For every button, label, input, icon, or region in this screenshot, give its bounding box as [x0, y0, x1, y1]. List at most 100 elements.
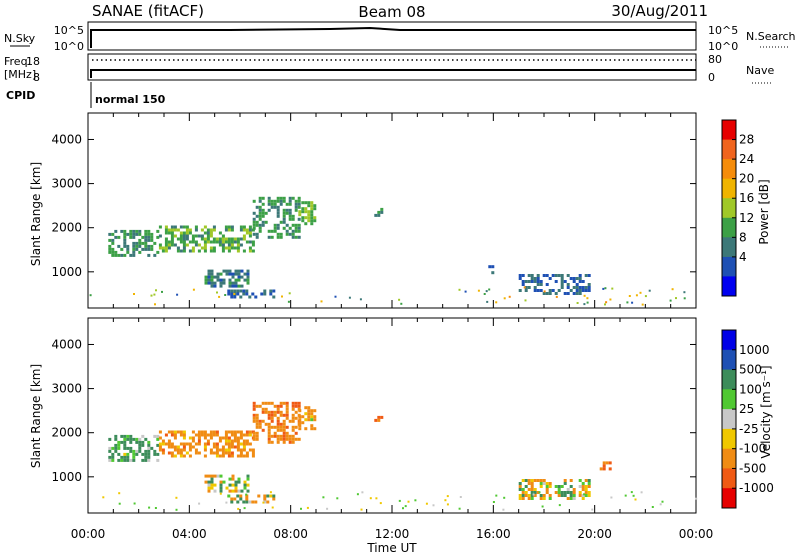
- data-cell: [203, 454, 207, 458]
- data-cell: [236, 246, 240, 250]
- data-cell: [285, 202, 289, 206]
- data-cell: [262, 501, 265, 504]
- data-cell: [258, 211, 262, 215]
- data-cell: [291, 229, 295, 233]
- data-cell: [123, 443, 127, 447]
- data-cell: [191, 436, 195, 440]
- data-cell: [185, 237, 189, 241]
- data-cell: [245, 430, 249, 434]
- colorbar-swatch: [722, 139, 736, 160]
- data-cell: [246, 275, 250, 279]
- data-cell: [294, 235, 298, 239]
- data-cell: [108, 437, 112, 441]
- data-cell: [167, 243, 171, 247]
- data-cell: [230, 430, 234, 434]
- data-cell: [548, 277, 552, 280]
- data-cell: [581, 286, 585, 289]
- data-cell: [141, 434, 145, 438]
- data-cell: [167, 451, 171, 455]
- data-cell: [288, 226, 292, 230]
- data-cell: [557, 494, 561, 497]
- data-cell: [170, 433, 174, 437]
- data-cell: [288, 199, 292, 203]
- data-cell: [291, 401, 295, 405]
- data-cell: [150, 235, 154, 239]
- data-cell: [255, 431, 259, 435]
- data-cell: [175, 496, 178, 499]
- data-cell: [221, 454, 225, 458]
- data-cell: [203, 445, 207, 449]
- data-cell: [212, 451, 216, 455]
- data-cell: [272, 289, 276, 293]
- data-cell: [282, 428, 286, 432]
- data-cell: [129, 235, 133, 239]
- data-cell: [227, 445, 231, 449]
- data-cell: [255, 223, 259, 227]
- data-cell: [258, 419, 262, 423]
- data-cell: [222, 278, 226, 282]
- colorbar-tick-label: 28: [739, 133, 754, 147]
- data-cell: [224, 240, 228, 244]
- data-cell: [310, 207, 314, 211]
- colorbar-swatch: [722, 468, 736, 489]
- data-cell: [587, 286, 591, 289]
- data-cell: [155, 289, 157, 292]
- data-cell: [200, 430, 204, 434]
- data-cell: [425, 502, 428, 505]
- data-cell: [575, 283, 579, 286]
- data-cell: [179, 451, 183, 455]
- data-cell: [276, 223, 280, 227]
- data-cell: [216, 291, 218, 294]
- data-cell: [215, 454, 219, 458]
- data-cell: [252, 434, 256, 438]
- data-cell: [572, 286, 576, 289]
- data-cell: [218, 448, 222, 452]
- data-cell: [258, 217, 262, 221]
- data-cell: [282, 211, 286, 215]
- data-cell: [245, 292, 249, 296]
- data-cell: [578, 277, 582, 280]
- data-cell: [135, 241, 139, 245]
- data-cell: [248, 225, 252, 229]
- data-cell: [252, 413, 256, 417]
- data-cell: [156, 452, 160, 456]
- data-cell: [237, 477, 241, 481]
- data-cell: [297, 437, 301, 441]
- data-cell: [126, 455, 130, 459]
- colorbar-frame: [721, 119, 737, 297]
- data-cell: [320, 300, 323, 303]
- data-cell: [246, 489, 250, 493]
- data-cell: [219, 474, 223, 478]
- data-cell: [599, 467, 603, 471]
- data-cell: [210, 275, 214, 279]
- data-cell: [234, 483, 238, 487]
- data-cell: [576, 302, 579, 304]
- data-cell: [248, 240, 252, 244]
- data-cell: [269, 491, 272, 494]
- data-cell: [536, 289, 540, 292]
- data-cell: [173, 228, 177, 232]
- data-cell: [245, 228, 249, 232]
- data-cell: [263, 500, 267, 504]
- data-cell: [273, 205, 277, 209]
- data-cell: [267, 235, 271, 239]
- data-cell: [203, 436, 207, 440]
- data-cell: [276, 437, 280, 441]
- data-cell: [224, 439, 228, 443]
- data-cell: [135, 437, 139, 441]
- data-cell: [158, 225, 162, 229]
- data-cell: [221, 448, 225, 452]
- data-cell: [242, 225, 246, 229]
- data-cell: [129, 440, 133, 444]
- x-tick-label: 04:00: [172, 527, 207, 541]
- data-cell: [237, 507, 240, 510]
- freq-panel-frame: [87, 53, 697, 81]
- data-cell: [270, 410, 274, 414]
- data-cell: [255, 220, 259, 224]
- data-cell: [207, 272, 211, 276]
- data-cell: [242, 228, 246, 232]
- data-cell: [219, 486, 223, 490]
- data-cell: [270, 440, 274, 444]
- data-cell: [227, 237, 231, 241]
- data-cell: [307, 201, 311, 205]
